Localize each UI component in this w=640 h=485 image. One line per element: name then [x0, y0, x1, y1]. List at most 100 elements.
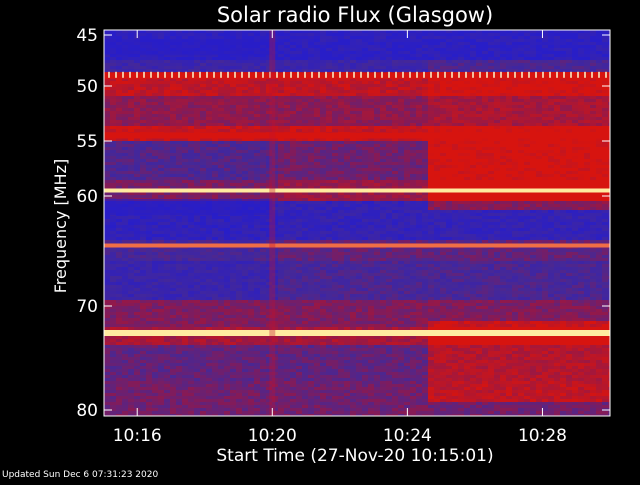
heatmap-cell — [104, 120, 110, 123]
heatmap-cell — [386, 54, 392, 57]
heatmap-cell — [434, 162, 440, 165]
heatmap-cell — [386, 147, 392, 150]
heatmap-cell — [188, 123, 194, 126]
heatmap-cell — [524, 138, 530, 141]
heatmap-cell — [164, 123, 170, 126]
heatmap-cell — [224, 36, 230, 39]
heatmap-cell — [290, 147, 296, 150]
heatmap-cell — [284, 117, 290, 120]
heatmap-cell — [398, 156, 404, 159]
heatmap-cell — [356, 147, 362, 150]
heatmap-cell — [452, 159, 458, 162]
heatmap-cell — [608, 150, 610, 153]
heatmap-cell — [428, 63, 434, 66]
heatmap-cell — [338, 159, 344, 162]
heatmap-cell — [152, 117, 158, 120]
heatmap-cell — [224, 141, 230, 144]
heatmap-cell — [140, 138, 146, 141]
heatmap-cell — [380, 138, 386, 141]
heatmap-cell — [158, 87, 164, 90]
heatmap-cell — [398, 117, 404, 120]
heatmap-cell — [290, 168, 296, 171]
heatmap-cell — [122, 117, 128, 120]
heatmap-cell — [140, 120, 146, 123]
heatmap-cell — [470, 87, 476, 90]
heatmap-cell — [200, 123, 206, 126]
heatmap-cell — [350, 147, 356, 150]
heatmap-cell — [512, 171, 518, 174]
heatmap-cell — [596, 165, 602, 168]
heatmap-cell — [356, 69, 362, 72]
heatmap-cell — [506, 165, 512, 168]
heatmap-cell — [458, 195, 464, 198]
heatmap-cell — [464, 96, 470, 99]
heatmap-cell — [224, 90, 230, 93]
heatmap-cell — [572, 159, 578, 162]
heatmap-cell — [476, 33, 482, 36]
heatmap-cell — [566, 105, 572, 108]
heatmap-cell — [278, 69, 284, 72]
heatmap-cell — [332, 138, 338, 141]
heatmap-cell — [422, 84, 428, 87]
heatmap-cell — [428, 180, 434, 183]
heatmap-cell — [464, 60, 470, 63]
heatmap-cell — [584, 111, 590, 114]
heatmap-cell — [392, 114, 398, 117]
heatmap-cell — [164, 180, 170, 183]
heatmap-cell — [200, 81, 206, 84]
heatmap-cell — [536, 180, 542, 183]
heatmap-cell — [200, 171, 206, 174]
heatmap-cell — [476, 120, 482, 123]
heatmap-cell — [266, 120, 272, 123]
heatmap-cell — [482, 66, 488, 69]
heatmap-cell — [506, 171, 512, 174]
heatmap-cell — [392, 84, 398, 87]
heatmap-cell — [392, 144, 398, 147]
heatmap-cell — [110, 93, 116, 96]
heatmap-cell — [140, 174, 146, 177]
heatmap-cell — [536, 183, 542, 186]
heatmap-cell — [170, 30, 176, 33]
heatmap-cell — [500, 48, 506, 51]
heatmap-cell — [230, 81, 236, 84]
heatmap-cell — [200, 150, 206, 153]
heatmap-cell — [536, 162, 542, 165]
heatmap-cell — [446, 63, 452, 66]
heatmap-cell — [344, 180, 350, 183]
heatmap-cell — [170, 84, 176, 87]
heatmap-cell — [320, 177, 326, 180]
heatmap-cell — [572, 144, 578, 147]
heatmap-cell — [290, 144, 296, 147]
heatmap-cell — [554, 198, 560, 201]
heatmap-cell — [542, 147, 548, 150]
heatmap-cell — [380, 99, 386, 102]
heatmap-cell — [578, 195, 584, 198]
heatmap-cell — [338, 174, 344, 177]
heatmap-cell — [284, 51, 290, 54]
heatmap-cell — [518, 84, 524, 87]
heatmap-cell — [584, 162, 590, 165]
heatmap-cell — [188, 96, 194, 99]
heatmap-cell — [440, 198, 446, 201]
heatmap-cell — [212, 153, 218, 156]
heatmap-cell — [386, 30, 392, 33]
heatmap-cell — [590, 30, 596, 33]
heatmap-cell — [158, 183, 164, 186]
heatmap-cell — [296, 171, 302, 174]
heatmap-cell — [536, 168, 542, 171]
heatmap-cell — [554, 90, 560, 93]
heatmap-cell — [410, 201, 416, 204]
heatmap-cell — [578, 129, 584, 132]
heatmap-cell — [200, 183, 206, 186]
heatmap-cell — [212, 141, 218, 144]
heatmap-cell — [266, 156, 272, 159]
heatmap-cell — [512, 108, 518, 111]
heatmap-cell — [314, 93, 320, 96]
heatmap-cell — [440, 111, 446, 114]
heatmap-cell — [392, 105, 398, 108]
heatmap-cell — [440, 108, 446, 111]
heatmap-cell — [458, 138, 464, 141]
heatmap-cell — [584, 198, 590, 201]
heatmap-cell — [446, 99, 452, 102]
heatmap-cell — [608, 102, 610, 105]
